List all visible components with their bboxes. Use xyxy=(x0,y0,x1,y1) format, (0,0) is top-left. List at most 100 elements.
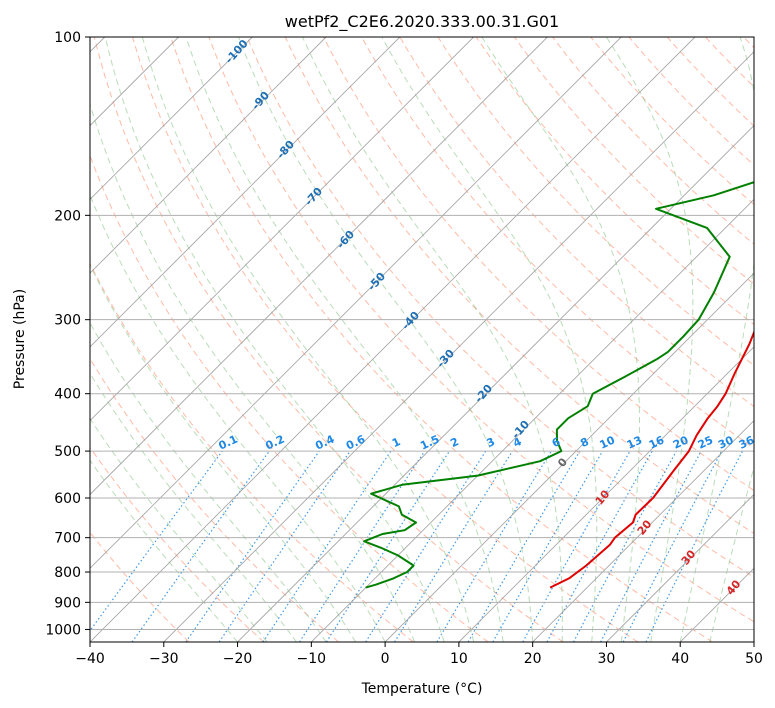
moist-adiabat-line xyxy=(90,459,238,642)
y-axis-title: Pressure (hPa) xyxy=(12,289,28,389)
mixing-ratio-label: 13 xyxy=(625,433,644,451)
x-axis: −40 −30 −20 −10 0 10 20 30 40 50 xyxy=(75,642,763,667)
moist-adiabat-line xyxy=(381,37,598,642)
x-tick-label: 40 xyxy=(671,651,689,667)
dry-adiabat-line xyxy=(90,262,414,642)
dry-adiabat-line xyxy=(513,37,754,285)
dry-adiabat-line xyxy=(323,37,754,492)
dry-adiabat-label: -20 xyxy=(472,382,495,406)
dry-adiabat-line xyxy=(552,37,754,245)
x-tick-label: 50 xyxy=(745,651,763,667)
x-tick-label: 10 xyxy=(450,651,468,667)
mixing-ratio-label: 36 xyxy=(737,433,757,451)
dry-adiabat-line xyxy=(90,357,339,642)
y-tick-label: 800 xyxy=(54,565,81,581)
mixing-ratio-label: 0.1 xyxy=(217,433,240,453)
isotherm-line xyxy=(311,198,754,642)
y-tick-label: 200 xyxy=(54,208,81,224)
isotherm-line xyxy=(458,346,754,642)
moist-adiabat-line xyxy=(238,37,534,642)
y-tick-label: 600 xyxy=(54,491,81,507)
y-tick-label: 1000 xyxy=(45,622,81,638)
mixing-ratio-line xyxy=(185,450,320,642)
isotherm-line xyxy=(90,37,622,569)
isotherm-line xyxy=(90,37,401,348)
dry-adiabat-line xyxy=(705,37,754,88)
dry-adiabat-line xyxy=(132,37,639,642)
moist-adiabat-label: 40 xyxy=(724,577,744,597)
dry-adiabat-label: -80 xyxy=(274,138,297,162)
y-tick-label: 100 xyxy=(54,30,81,46)
mixing-ratio-label: 8 xyxy=(578,435,590,450)
mixing-ratio-line xyxy=(365,450,487,642)
mixing-ratio-line xyxy=(131,450,270,642)
x-tick-label: −30 xyxy=(149,651,179,667)
mixing-ratio-label: 2 xyxy=(448,435,460,450)
isotherm-line xyxy=(90,37,696,642)
moist-adiabat-label: 30 xyxy=(679,547,699,567)
isotherm-line xyxy=(90,37,327,274)
dry-adiabat-line xyxy=(666,37,754,127)
dry-adiabat-line xyxy=(437,37,754,366)
moist-adiabat-label: 0 xyxy=(555,455,570,469)
isotherm-line xyxy=(90,37,474,422)
x-axis-title: Temperature (°C) xyxy=(361,681,483,697)
moist-adiabat-line xyxy=(141,37,475,642)
dry-adiabat-line xyxy=(590,37,754,206)
dry-adiabat-label: -90 xyxy=(249,89,272,113)
mixing-ratio-line xyxy=(572,450,677,642)
chart-title: wetPf2_C2E6.2020.333.00.31.G01 xyxy=(285,12,559,32)
plot-area: -100-90-80-70-60-50-40-30-20-100.1 0.2 0.4… xyxy=(45,30,763,667)
dry-adiabat-label: -30 xyxy=(434,347,457,371)
isotherm-line xyxy=(532,420,754,642)
dry-adiabat-line xyxy=(208,37,754,623)
isotherm-line xyxy=(237,124,754,642)
mixing-ratio-label: 0.6 xyxy=(344,432,367,452)
mixing-ratio-label: 20 xyxy=(671,433,691,451)
isotherm-line xyxy=(90,37,548,496)
moist-adiabat-label: 20 xyxy=(635,517,655,537)
temperature-profile-line xyxy=(549,329,754,589)
mixing-ratio-line xyxy=(522,450,631,642)
moist-adiabat-line xyxy=(104,37,445,642)
moist-adiabat-line xyxy=(90,321,327,642)
isotherm-line xyxy=(90,37,253,200)
mixing-ratio-label: 3 xyxy=(485,435,497,450)
x-tick-label: −10 xyxy=(297,651,327,667)
isotherm-line xyxy=(679,567,754,642)
mixing-ratio-line xyxy=(600,450,702,642)
moist-adiabat-line xyxy=(90,102,416,642)
dry-adiabat-line xyxy=(475,37,754,326)
dry-adiabat-line xyxy=(90,531,190,642)
dry-adiabat-line xyxy=(628,37,754,166)
y-tick-label: 400 xyxy=(54,387,81,403)
dry-adiabat-line xyxy=(90,446,265,642)
dry-adiabat-line xyxy=(284,37,754,535)
moist-adiabat-line xyxy=(481,37,640,642)
mixing-ratio-line xyxy=(299,450,426,642)
dry-adiabat-line xyxy=(246,37,754,578)
dry-adiabat-label: -60 xyxy=(334,228,357,252)
dry-adiabat-line xyxy=(90,154,489,642)
moist-adiabat-line xyxy=(605,37,694,642)
mixing-ratio-label: 16 xyxy=(647,433,667,451)
dry-adiabat-line xyxy=(399,37,754,408)
isotherm-line xyxy=(606,493,754,642)
x-tick-label: 30 xyxy=(598,651,616,667)
mixing-ratio-line xyxy=(546,450,653,642)
dry-adiabat-line xyxy=(743,37,754,49)
isotherm-line xyxy=(753,641,754,642)
reference-line-labels: -100-90-80-70-60-50-40-30-20-100.1 0.2 0.4… xyxy=(217,37,757,598)
x-tick-label: −20 xyxy=(223,651,253,667)
moist-adiabat-line xyxy=(679,37,754,642)
mixing-ratio-line xyxy=(394,450,513,642)
moist-adiabat-line xyxy=(709,464,754,642)
plot-background-lines xyxy=(90,37,754,642)
mixing-ratio-line xyxy=(218,450,351,642)
dry-adiabat-line xyxy=(170,37,713,642)
isotherm-line xyxy=(384,272,754,642)
y-tick-label: 300 xyxy=(54,313,81,329)
mixing-ratio-line xyxy=(262,450,392,642)
mixing-ratio-line xyxy=(645,450,744,642)
